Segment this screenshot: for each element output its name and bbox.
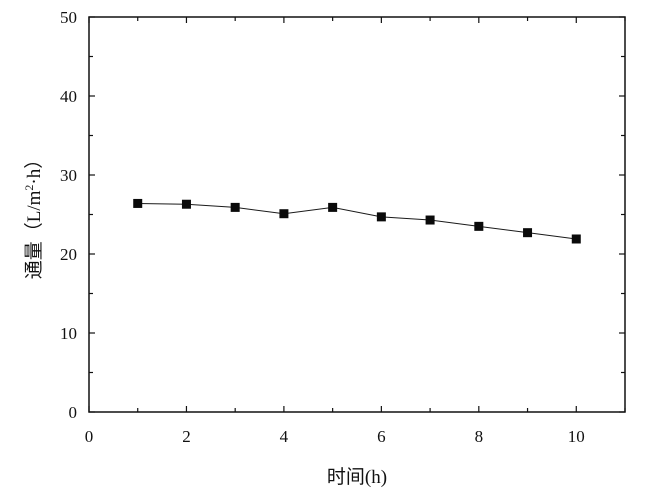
y-tick-label: 50 — [60, 8, 77, 27]
x-axis-title: 时间(h) — [327, 466, 387, 488]
y-axis-title: 通量（L/m2·h） — [22, 150, 45, 280]
data-point-marker — [133, 198, 143, 208]
x-tick-label: 6 — [377, 427, 386, 446]
data-markers — [133, 198, 581, 244]
data-point-marker — [376, 212, 386, 222]
data-point-marker — [523, 228, 533, 238]
y-tick-label: 30 — [60, 166, 77, 185]
x-tick-label: 0 — [85, 427, 94, 446]
y-axis-title-main: 通量（L/m — [23, 190, 45, 279]
data-point-marker — [328, 202, 338, 212]
y-tick-label: 40 — [60, 87, 77, 106]
tick-labels: 0 2 4 6 8 10 0 10 20 30 40 50 — [60, 8, 585, 446]
plot-frame — [88, 16, 626, 413]
series-line — [137, 202, 577, 240]
x-tick-label: 8 — [475, 427, 484, 446]
data-point-marker — [425, 215, 435, 225]
data-point-marker — [230, 202, 240, 212]
y-tick-label: 0 — [69, 403, 78, 422]
data-point-marker — [279, 209, 289, 219]
data-point-marker — [571, 234, 581, 244]
x-tick-label: 4 — [280, 427, 289, 446]
y-axis-title-superscript: 2 — [22, 185, 36, 191]
y-tick-label: 10 — [60, 324, 77, 343]
data-point-marker — [181, 199, 191, 209]
data-point-marker — [474, 221, 484, 231]
x-tick-label: 2 — [182, 427, 191, 446]
x-tick-label: 10 — [568, 427, 585, 446]
axis-ticks — [88, 16, 626, 413]
y-tick-label: 20 — [60, 245, 77, 264]
y-axis-title-tail: ·h） — [23, 150, 45, 185]
